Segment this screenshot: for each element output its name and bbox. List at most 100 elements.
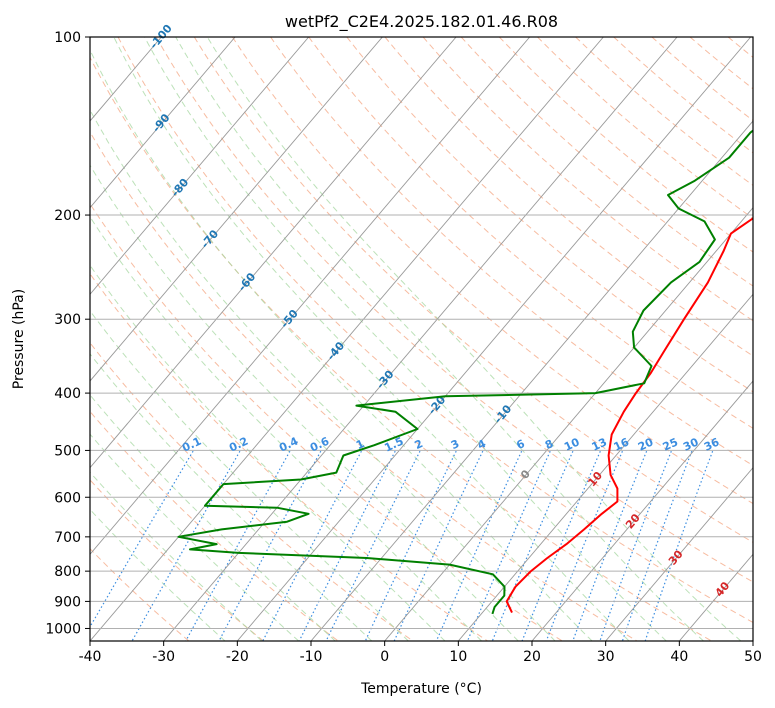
mixing-ratio-label: 25	[661, 435, 680, 453]
mixing-ratio-line	[393, 450, 484, 641]
mixing-ratio-line	[545, 450, 623, 641]
moist-adiabat	[90, 108, 556, 641]
dry-adiabat	[90, 342, 414, 641]
moist-adiabat	[90, 309, 409, 641]
x-axis-label: Temperature (°C)	[360, 681, 482, 697]
moist-adiabat	[90, 433, 299, 641]
isotherm	[90, 37, 236, 209]
dry-adiabat	[193, 37, 753, 543]
dewpoint-line	[177, 129, 753, 615]
isotherm	[236, 37, 752, 641]
mixing-ratio-label: 0.1	[180, 435, 203, 455]
isotherm	[163, 37, 678, 641]
chart-title: wetPf2_C2E4.2025.182.01.46.R08	[285, 12, 558, 32]
dry-adiabat	[727, 37, 753, 58]
x-axis: -40 -30 -20 -10 0 10 20 30 40 50	[79, 641, 762, 665]
dry-adiabat	[689, 37, 753, 90]
isotherm	[90, 37, 383, 382]
mixing-ratio-label: 4	[475, 437, 488, 452]
isotherm	[310, 120, 753, 641]
isotherm	[752, 640, 753, 641]
isotherm	[678, 553, 753, 641]
moist-adiabat	[90, 164, 519, 641]
x-tick-label: 30	[597, 649, 615, 665]
mixing-ratio-line	[90, 450, 194, 629]
dry-adiabat	[90, 56, 712, 641]
y-tick-label: 300	[54, 312, 81, 328]
y-axis-label: Pressure (hPa)	[11, 289, 27, 389]
moist-adiabat	[90, 264, 446, 641]
mixing-ratio-line	[491, 450, 574, 641]
isotherm	[90, 37, 604, 641]
moist-adiabat	[206, 37, 742, 641]
dry-adiabat	[498, 37, 753, 253]
dry-adiabat	[651, 37, 753, 122]
moist-adiabat	[144, 37, 667, 641]
mixing-ratio-line	[325, 450, 421, 641]
moist-adiabat	[90, 48, 593, 641]
mixing-ratio-label: 0.4	[277, 434, 300, 454]
plot-frame	[89, 36, 754, 642]
dry-adiabat	[346, 37, 753, 393]
x-tick-label: -20	[226, 649, 249, 665]
y-tick-label: 600	[54, 490, 81, 506]
moist-adiabat	[90, 471, 263, 641]
isotherm	[384, 207, 753, 641]
dry-adiabat	[308, 37, 753, 429]
mixing-ratio-line	[185, 450, 291, 641]
dry-adiabat	[90, 410, 339, 641]
mixing-ratio-line	[298, 450, 396, 641]
mixing-ratio-label: 6	[514, 437, 527, 452]
mixing-ratio-label: 10	[562, 435, 582, 453]
dry-adiabat	[155, 37, 753, 583]
mixing-ratio-line	[644, 450, 714, 641]
dry-adiabat	[460, 37, 753, 287]
mixing-ratio-label: 3	[449, 437, 461, 452]
y-tick-label: 700	[54, 530, 81, 546]
moist-adiabat	[175, 37, 704, 641]
mixing-ratio-label: 30	[681, 435, 701, 453]
y-axis: 100 200 300 400 500 600 700 800 900 1000	[45, 30, 90, 637]
mixing-ratio-label: 0.6	[308, 434, 331, 454]
mixing-ratio-line	[218, 450, 322, 641]
dry-adiabat	[90, 131, 638, 641]
isotherm	[90, 37, 310, 295]
mixing-ratio-label: 16	[612, 435, 632, 453]
mixing-ratio-line	[621, 450, 693, 641]
x-tick-label: 40	[670, 649, 688, 665]
x-tick-label: -30	[152, 649, 175, 665]
dry-adiabat	[90, 479, 264, 641]
mixing-ratio-label: 8	[543, 437, 555, 452]
y-tick-label: 400	[54, 386, 81, 402]
isotherm	[90, 37, 531, 555]
y-tick-label: 900	[54, 594, 81, 610]
x-tick-label: -10	[300, 649, 323, 665]
y-tick-label: 100	[54, 30, 81, 46]
x-tick-label: -40	[79, 649, 102, 665]
isotherm	[457, 293, 753, 641]
y-tick-label: 500	[54, 443, 81, 459]
mixing-ratio-line	[435, 450, 523, 641]
y-tick-label: 800	[54, 564, 81, 580]
mixing-ratio-label: 13	[590, 435, 609, 453]
mixing-ratio-label: 2	[413, 437, 425, 452]
isotherm	[90, 37, 457, 469]
dry-adiabat	[231, 37, 753, 505]
dry-adiabat	[117, 37, 753, 624]
isotherm	[531, 380, 753, 641]
y-tick-label: 1000	[45, 621, 81, 637]
dry-adiabat	[613, 37, 753, 154]
moist-adiabat	[90, 508, 226, 641]
mixing-ratio-label: 20	[636, 435, 656, 453]
dry-adiabat	[537, 37, 753, 220]
moist-adiabat	[90, 215, 482, 641]
x-tick-label: 20	[523, 649, 541, 665]
isotherm	[605, 467, 753, 641]
dry-adiabat	[90, 202, 563, 641]
reference-lines	[90, 37, 753, 641]
dry-adiabat	[384, 37, 753, 357]
x-tick-label: 50	[744, 649, 762, 665]
moist-adiabat	[113, 37, 630, 641]
mixing-ratio-line	[466, 450, 551, 641]
